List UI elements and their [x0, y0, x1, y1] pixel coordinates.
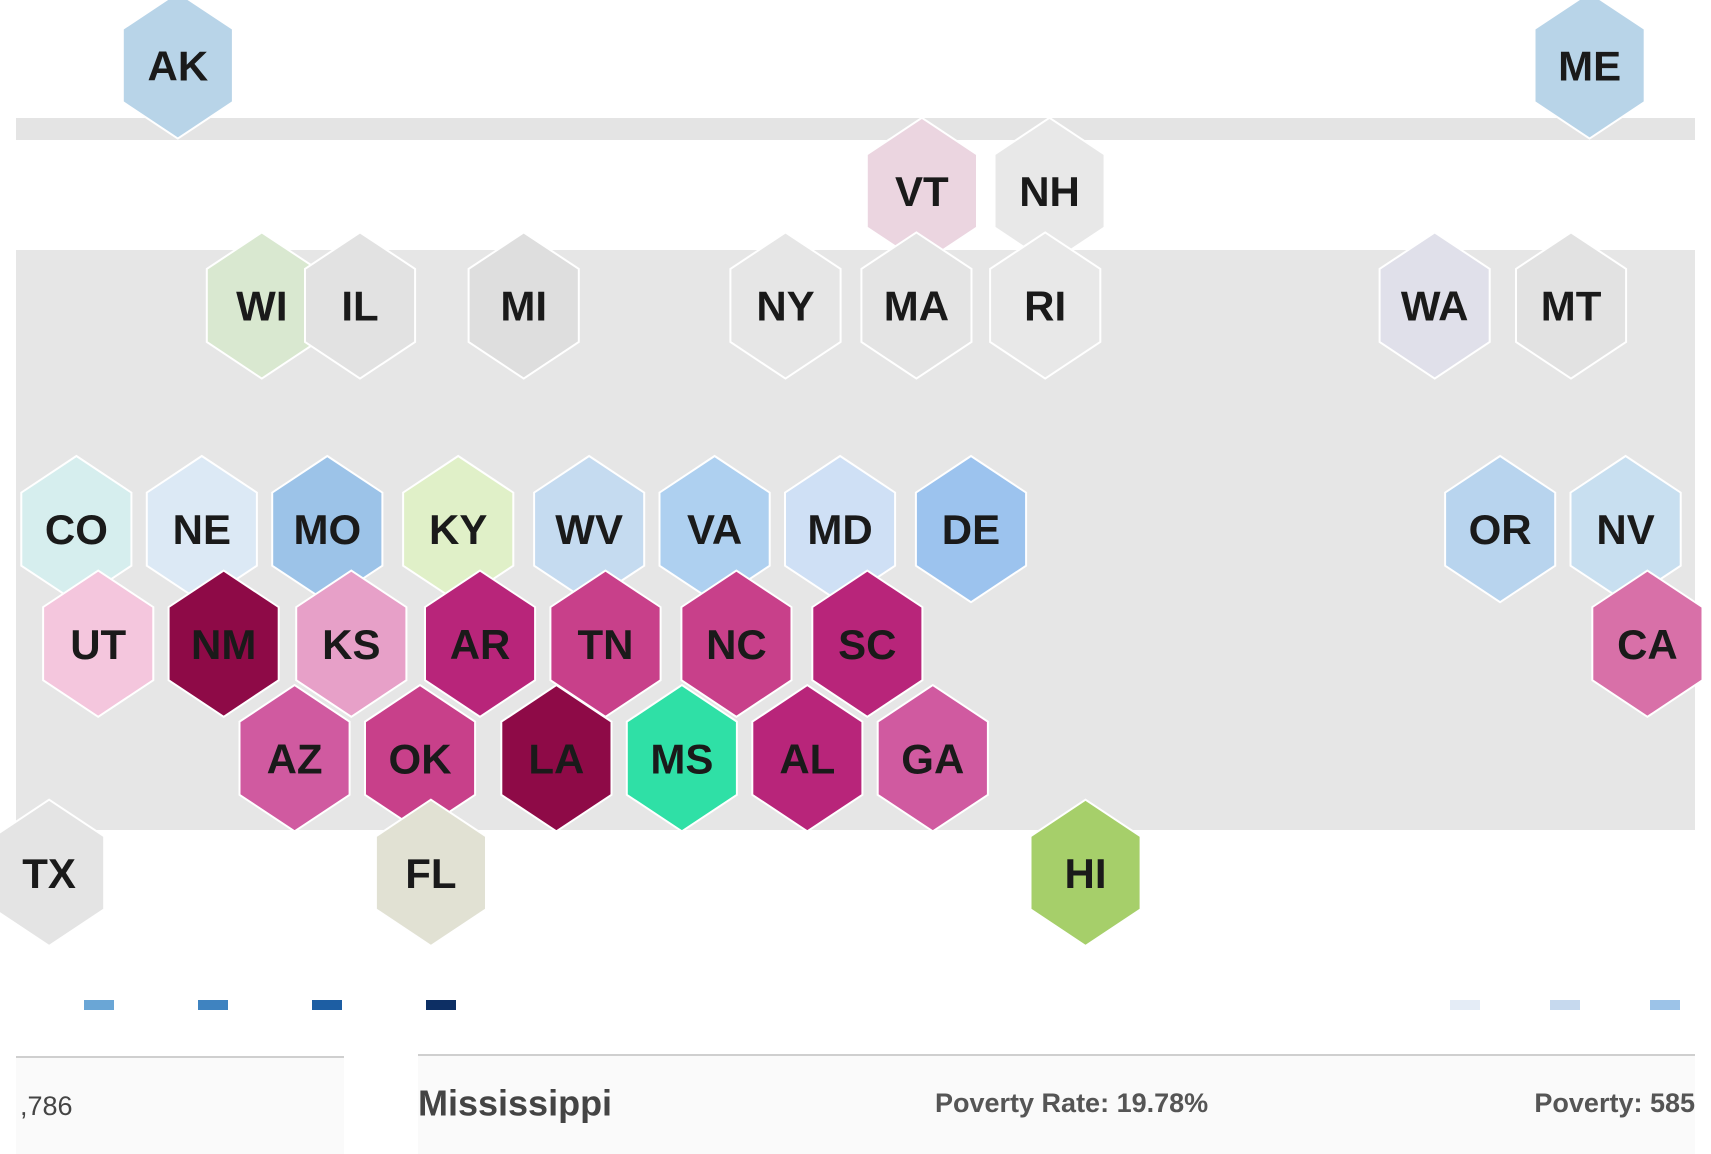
legend-swatch — [198, 1000, 228, 1010]
state-label: WI — [236, 283, 287, 330]
legend — [84, 1000, 1680, 1010]
state-label: UT — [70, 621, 126, 668]
legend-swatch — [1450, 1000, 1480, 1010]
state-label: ME — [1558, 43, 1621, 90]
state-label: FL — [405, 850, 456, 897]
state-label: DE — [942, 506, 1000, 553]
state-label: TN — [578, 621, 634, 668]
state-label: AK — [147, 43, 208, 90]
band — [16, 118, 1695, 140]
state-label: RI — [1024, 283, 1066, 330]
state-label: AL — [779, 735, 835, 782]
state-label: NC — [706, 621, 767, 668]
state-label: MA — [884, 283, 949, 330]
legend-swatch — [426, 1000, 456, 1010]
hex-map: AK ME VT NH WI IL MI NY MA RI WA MT CO NE MO KY WV VA MD DE… — [0, 0, 1711, 1154]
legend-swatch — [1550, 1000, 1580, 1010]
state-label: NH — [1019, 168, 1080, 215]
legend-swatch — [1650, 1000, 1680, 1010]
state-label: NE — [173, 506, 231, 553]
page: AK ME VT NH WI IL MI NY MA RI WA MT CO NE MO KY WV VA MD DE… — [0, 0, 1711, 1154]
state-label: SC — [838, 621, 896, 668]
poverty-rate: Poverty Rate: 19.78% — [935, 1088, 1208, 1118]
state-label: OK — [389, 735, 452, 782]
state-label: KY — [429, 506, 487, 553]
state-label: AR — [450, 621, 511, 668]
state-label: NY — [756, 283, 814, 330]
state-label: IL — [341, 283, 378, 330]
state-label: CA — [1617, 621, 1678, 668]
state-label: MS — [650, 735, 713, 782]
state-label: KS — [322, 621, 380, 668]
state-label: WV — [555, 506, 623, 553]
state-label: MI — [500, 283, 547, 330]
panel-value: ,786 — [20, 1091, 73, 1121]
state-hex[interactable]: AK — [123, 0, 233, 139]
legend-swatch — [312, 1000, 342, 1010]
state-label: HI — [1065, 850, 1107, 897]
state-label: MO — [293, 506, 361, 553]
state-label: NM — [191, 621, 256, 668]
legend-swatch — [84, 1000, 114, 1010]
state-label: MD — [807, 506, 872, 553]
state-label: GA — [901, 735, 964, 782]
poverty: Poverty: 585 — [1534, 1088, 1695, 1118]
state-label: OR — [1469, 506, 1532, 553]
state-label: LA — [528, 735, 584, 782]
state-name: Mississippi — [418, 1083, 612, 1124]
state-label: AZ — [267, 735, 323, 782]
state-label: MT — [1541, 283, 1602, 330]
state-label: WA — [1401, 283, 1469, 330]
state-label: VA — [687, 506, 742, 553]
state-label: NV — [1596, 506, 1654, 553]
state-label: VT — [895, 168, 949, 215]
state-hex[interactable]: ME — [1535, 0, 1645, 139]
state-label: CO — [45, 506, 108, 553]
state-label: TX — [22, 850, 76, 897]
